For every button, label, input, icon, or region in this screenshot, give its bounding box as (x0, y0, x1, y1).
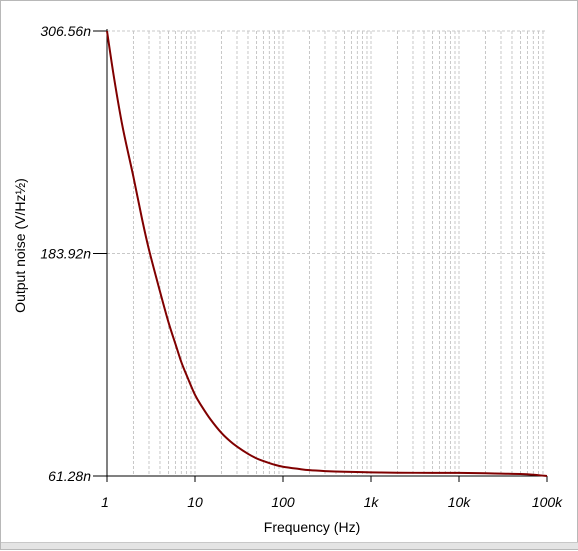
y-tick-label: 183.92n (40, 246, 91, 262)
y-tick-label: 61.28n (48, 468, 91, 484)
series-layer (106, 30, 548, 477)
x-tick-label: 1 (101, 494, 109, 510)
x-tick-label: 100k (532, 494, 563, 510)
x-tick-label: 100 (271, 494, 295, 510)
x-axis-title: Frequency (Hz) (264, 519, 360, 535)
status-strip (1, 542, 578, 549)
x-tick-label: 1k (364, 494, 380, 510)
series-line-output-noise (106, 30, 548, 477)
x-tick-label: 10 (187, 494, 203, 510)
tick-layer: 61.28n 183.92n 306.56n 1 10 100 1k 10k 100k (40, 23, 563, 510)
axes-layer (106, 29, 547, 477)
grid-layer (107, 30, 547, 476)
x-tick-label: 10k (448, 494, 472, 510)
y-axis-title: Output noise (V/Hz½) (12, 178, 28, 313)
y-tick-label: 306.56n (40, 23, 91, 39)
